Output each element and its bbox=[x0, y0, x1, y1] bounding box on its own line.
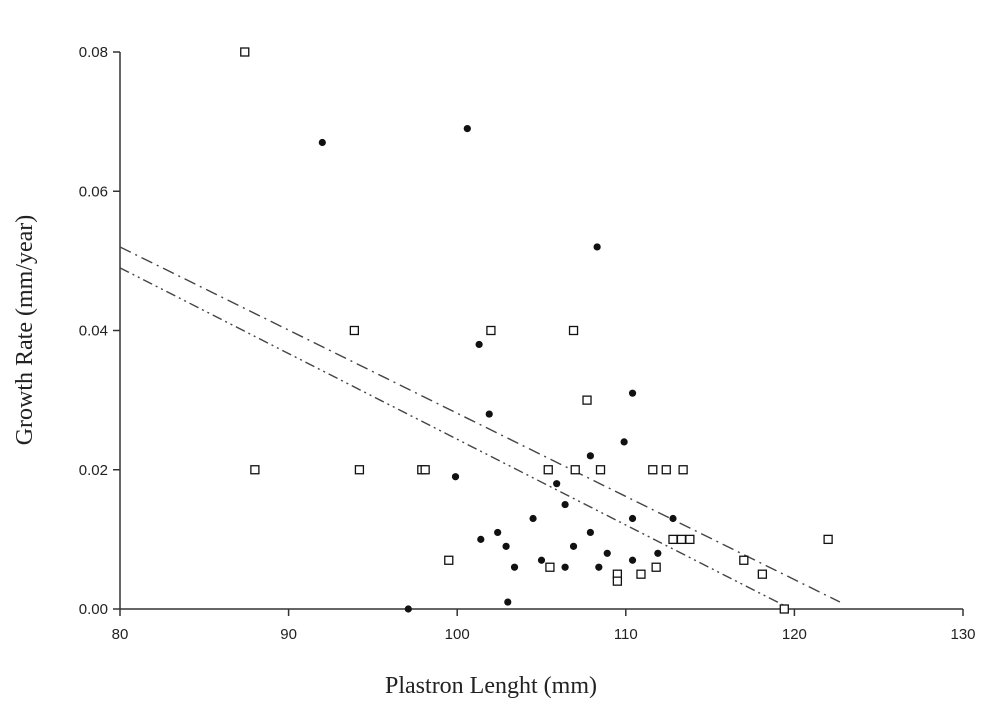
data-point-square bbox=[240, 47, 250, 57]
data-point-square bbox=[595, 465, 606, 475]
data-point-square bbox=[250, 465, 260, 475]
data-point-square bbox=[668, 534, 678, 545]
data-point-circle bbox=[628, 514, 637, 523]
data-point-circle bbox=[569, 542, 578, 550]
data-point-circle bbox=[628, 556, 637, 564]
data-point-circle bbox=[463, 124, 471, 133]
data-point-circle bbox=[586, 528, 594, 537]
x-tick-label: 80 bbox=[112, 626, 129, 643]
data-point-square bbox=[444, 555, 454, 565]
data-point-circle bbox=[553, 480, 561, 488]
y-axis-title: Growth Rate (mm/year) bbox=[12, 215, 38, 446]
y-tick-label: 0.08 bbox=[79, 44, 108, 61]
x-tick-label: 130 bbox=[950, 626, 975, 643]
data-point-square bbox=[823, 534, 833, 545]
x-tick-label: 110 bbox=[614, 626, 638, 643]
data-point-circle bbox=[451, 473, 460, 481]
data-point-circle bbox=[475, 340, 483, 349]
data-point-circle bbox=[318, 138, 326, 147]
trend-lines bbox=[119, 246, 841, 610]
data-point-circle bbox=[537, 556, 546, 564]
x-tick-label: 90 bbox=[280, 626, 297, 643]
data-point-square bbox=[545, 562, 555, 572]
x-tick-label: 120 bbox=[782, 626, 807, 643]
data-point-circle bbox=[529, 514, 537, 523]
y-tick-label: 0.00 bbox=[79, 601, 108, 618]
data-point-circle bbox=[603, 549, 611, 557]
data-point-circle bbox=[404, 605, 412, 613]
x-axis-title: Plastron Lenght (mm) bbox=[385, 673, 597, 699]
data-point-square bbox=[582, 395, 592, 405]
data-point-square bbox=[685, 534, 695, 545]
y-tick-label: 0.04 bbox=[79, 323, 108, 340]
y-tick-label: 0.02 bbox=[79, 462, 108, 479]
x-tick-label: 100 bbox=[445, 626, 470, 643]
data-point-circle bbox=[586, 452, 594, 460]
data-point-square bbox=[651, 562, 661, 572]
data-point-square bbox=[678, 465, 688, 475]
trend-line-1 bbox=[119, 246, 841, 603]
data-point-circle bbox=[595, 563, 603, 571]
data-point-circle bbox=[485, 410, 493, 418]
data-point-square bbox=[612, 576, 623, 586]
data-point-square bbox=[543, 465, 553, 475]
data-point-square bbox=[676, 534, 687, 545]
data-point-circle bbox=[494, 528, 502, 537]
data-point-circle bbox=[510, 563, 519, 571]
data-point-square bbox=[648, 465, 658, 475]
data-point-circle bbox=[477, 535, 485, 543]
data-point-circle bbox=[561, 563, 569, 571]
data-point-circle bbox=[502, 542, 510, 550]
data-points bbox=[240, 47, 833, 614]
data-point-square bbox=[486, 325, 496, 336]
data-point-square bbox=[739, 555, 749, 565]
data-point-circle bbox=[669, 514, 677, 523]
data-point-circle bbox=[504, 598, 512, 606]
data-point-square bbox=[420, 465, 430, 475]
data-point-square bbox=[568, 325, 579, 336]
data-point-circle bbox=[620, 438, 628, 446]
data-point-square bbox=[354, 465, 365, 475]
data-point-square bbox=[757, 569, 768, 579]
data-point-circle bbox=[561, 500, 569, 509]
axes: 80 90 100 110 120 130 0.00 0.02 0.04 0.06 0.08 bbox=[79, 44, 976, 643]
trend-line-2 bbox=[119, 267, 792, 610]
data-point-square bbox=[661, 465, 671, 475]
data-point-square bbox=[570, 465, 580, 475]
data-point-circle bbox=[593, 243, 601, 251]
data-point-circle bbox=[654, 549, 662, 557]
data-point-square bbox=[779, 604, 789, 614]
data-point-square bbox=[349, 325, 360, 336]
data-point-square bbox=[636, 569, 646, 579]
y-tick-label: 0.06 bbox=[79, 183, 108, 200]
data-point-circle bbox=[628, 389, 637, 397]
